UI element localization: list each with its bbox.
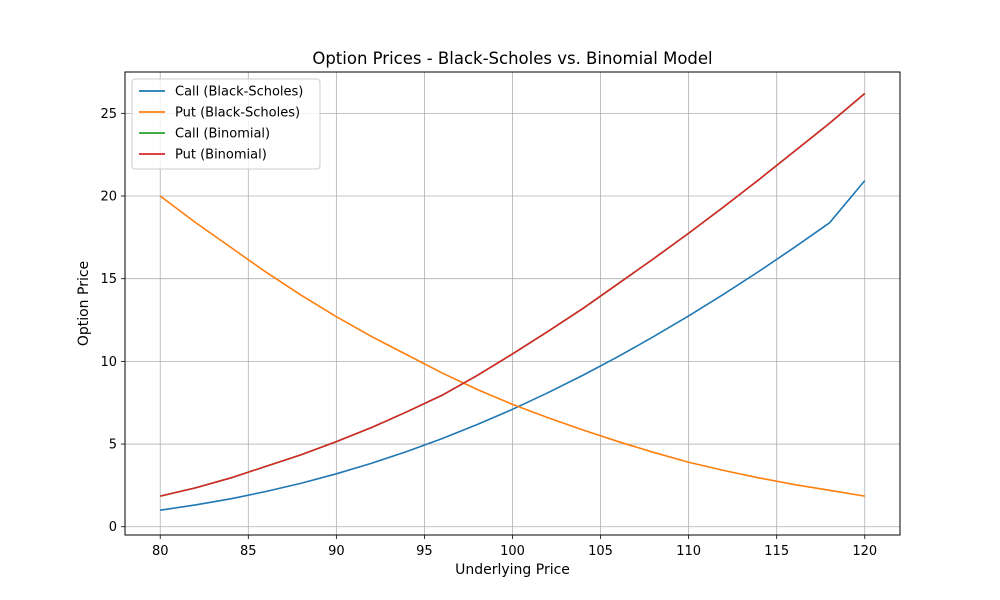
x-tick-label: 100 [500, 544, 525, 559]
grid [125, 72, 900, 535]
series-line-1 [159, 195, 865, 497]
legend-entry-3: Put (Binomial) [175, 148, 267, 163]
legend-entry-2: Call (Binomial) [175, 127, 270, 142]
legend-entry-1: Put (Black-Scholes) [175, 106, 300, 121]
y-tick-label: 0 [109, 520, 117, 535]
x-tick-label: 80 [152, 544, 169, 559]
x-tick-label: 85 [240, 544, 257, 559]
x-tick-label: 115 [764, 544, 789, 559]
legend: Call (Black-Scholes) Put (Black-Scholes) C… [131, 78, 321, 170]
series-layer [159, 92, 866, 511]
x-axis-label: Underlying Price [455, 562, 570, 578]
x-tick-label: 95 [416, 544, 433, 559]
x-tick-label: 105 [588, 544, 613, 559]
y-tick-label: 10 [100, 355, 117, 370]
y-tick-label: 25 [100, 107, 117, 122]
y-tick-label: 5 [109, 438, 117, 453]
y-tick-label: 15 [100, 272, 117, 287]
x-tick-label: 110 [676, 544, 701, 559]
series-line-3 [160, 92, 866, 497]
ticks: 80 85 90 95 100 105 110 115 120 0 5 10 15 20 25 [100, 107, 877, 559]
x-tick-label: 120 [852, 544, 877, 559]
x-tick-label: 90 [328, 544, 345, 559]
legend-entry-0: Call (Black-Scholes) [175, 85, 303, 100]
legend-box [131, 78, 321, 170]
y-tick-label: 20 [100, 190, 117, 205]
chart-title: Option Prices - Black-Scholes vs. Binomi… [312, 49, 712, 68]
series-line-0 [160, 180, 866, 511]
y-axis-label: Option Price [76, 261, 92, 346]
